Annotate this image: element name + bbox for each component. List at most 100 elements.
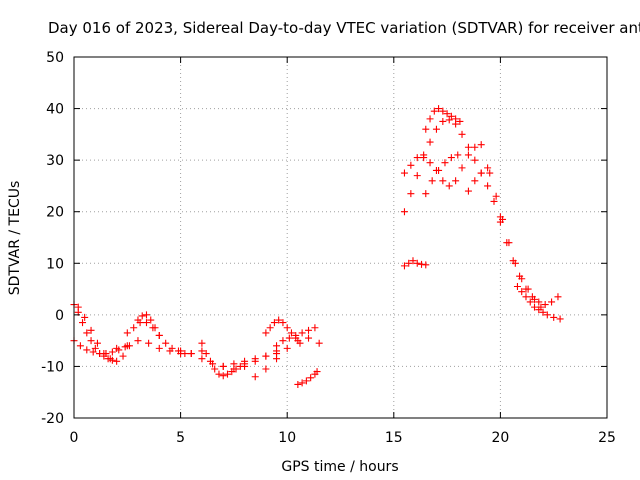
data-point xyxy=(430,107,438,115)
data-point xyxy=(484,164,492,172)
data-point xyxy=(198,355,206,363)
data-point xyxy=(285,334,293,342)
data-point xyxy=(83,329,91,337)
data-point xyxy=(155,331,163,339)
data-point xyxy=(535,306,543,314)
data-point xyxy=(198,347,206,355)
y-axis-title: SDTVAR / TECUs xyxy=(7,181,23,296)
data-point xyxy=(426,115,434,123)
x-tick-label: 20 xyxy=(491,430,509,446)
data-point xyxy=(541,301,549,309)
data-point xyxy=(516,272,524,280)
y-tick-label: 30 xyxy=(46,153,64,169)
data-point xyxy=(311,324,319,332)
data-point xyxy=(102,350,110,358)
data-point xyxy=(230,360,238,368)
data-point xyxy=(206,357,214,365)
data-point xyxy=(458,164,466,172)
grid xyxy=(74,57,607,418)
data-point xyxy=(89,348,97,356)
data-point xyxy=(486,169,494,177)
data-point xyxy=(79,319,87,327)
x-tick-label: 15 xyxy=(385,430,403,446)
data-point xyxy=(168,344,176,352)
data-point xyxy=(134,316,142,324)
data-point xyxy=(302,377,310,385)
data-point xyxy=(138,312,146,320)
data-point xyxy=(522,285,530,293)
series-arc-15 xyxy=(422,105,464,133)
data-point xyxy=(266,324,274,332)
data-point xyxy=(435,105,443,113)
y-tick-label: 40 xyxy=(46,102,64,118)
data-point xyxy=(307,374,315,382)
data-point xyxy=(236,362,244,370)
data-point xyxy=(219,362,227,370)
data-point xyxy=(87,337,95,345)
data-point xyxy=(251,373,259,381)
data-point xyxy=(413,172,421,180)
y-tick-label: -10 xyxy=(41,359,64,375)
series-arc-6 xyxy=(134,311,163,339)
data-point xyxy=(503,239,511,247)
data-point xyxy=(550,313,558,321)
data-point xyxy=(219,372,227,380)
data-point xyxy=(526,298,534,306)
data-point xyxy=(477,169,485,177)
data-point xyxy=(458,130,466,138)
data-point xyxy=(428,177,436,185)
data-point xyxy=(420,151,428,159)
data-point xyxy=(456,117,464,125)
y-tick-label: 10 xyxy=(46,256,64,272)
data-point xyxy=(91,344,99,352)
data-point xyxy=(539,308,547,316)
data-point xyxy=(484,182,492,190)
data-point xyxy=(151,324,159,332)
data-point xyxy=(445,182,453,190)
data-points xyxy=(70,105,564,388)
data-point xyxy=(283,344,291,352)
data-point xyxy=(215,370,223,378)
data-point xyxy=(556,315,564,323)
y-axis-tick-labels: -20 -10 0 10 20 30 40 50 xyxy=(41,50,64,427)
data-point xyxy=(477,141,485,149)
data-point xyxy=(407,190,415,198)
data-point xyxy=(426,138,434,146)
data-point xyxy=(422,261,430,269)
data-point xyxy=(123,329,131,337)
data-point xyxy=(76,342,84,350)
data-point xyxy=(422,190,430,198)
data-point xyxy=(554,293,562,301)
series-arc-17 xyxy=(422,151,462,198)
data-point xyxy=(142,319,150,327)
data-point xyxy=(315,339,323,347)
data-point xyxy=(93,339,101,347)
data-point xyxy=(407,161,415,169)
data-point xyxy=(543,311,551,319)
data-point xyxy=(447,112,455,120)
data-point xyxy=(108,348,116,356)
data-point xyxy=(439,177,447,185)
data-point xyxy=(452,115,460,123)
series-arc-22 xyxy=(513,282,547,316)
data-point xyxy=(287,329,295,337)
x-tick-label: 5 xyxy=(176,430,185,446)
data-point xyxy=(435,166,443,174)
data-point xyxy=(130,324,138,332)
data-point xyxy=(413,259,421,267)
x-axis-tick-labels: 0 5 10 15 20 25 xyxy=(70,430,616,446)
data-point xyxy=(273,342,281,350)
data-point xyxy=(270,319,278,327)
data-point xyxy=(422,125,430,133)
data-point xyxy=(400,208,408,216)
data-point xyxy=(535,298,543,306)
data-point xyxy=(147,316,155,324)
data-point xyxy=(464,151,472,159)
data-point xyxy=(405,259,413,267)
series-arc-13 xyxy=(294,368,321,388)
data-point xyxy=(490,197,498,205)
axis-ticks xyxy=(73,56,608,419)
data-point xyxy=(471,143,479,151)
data-point xyxy=(177,347,185,355)
